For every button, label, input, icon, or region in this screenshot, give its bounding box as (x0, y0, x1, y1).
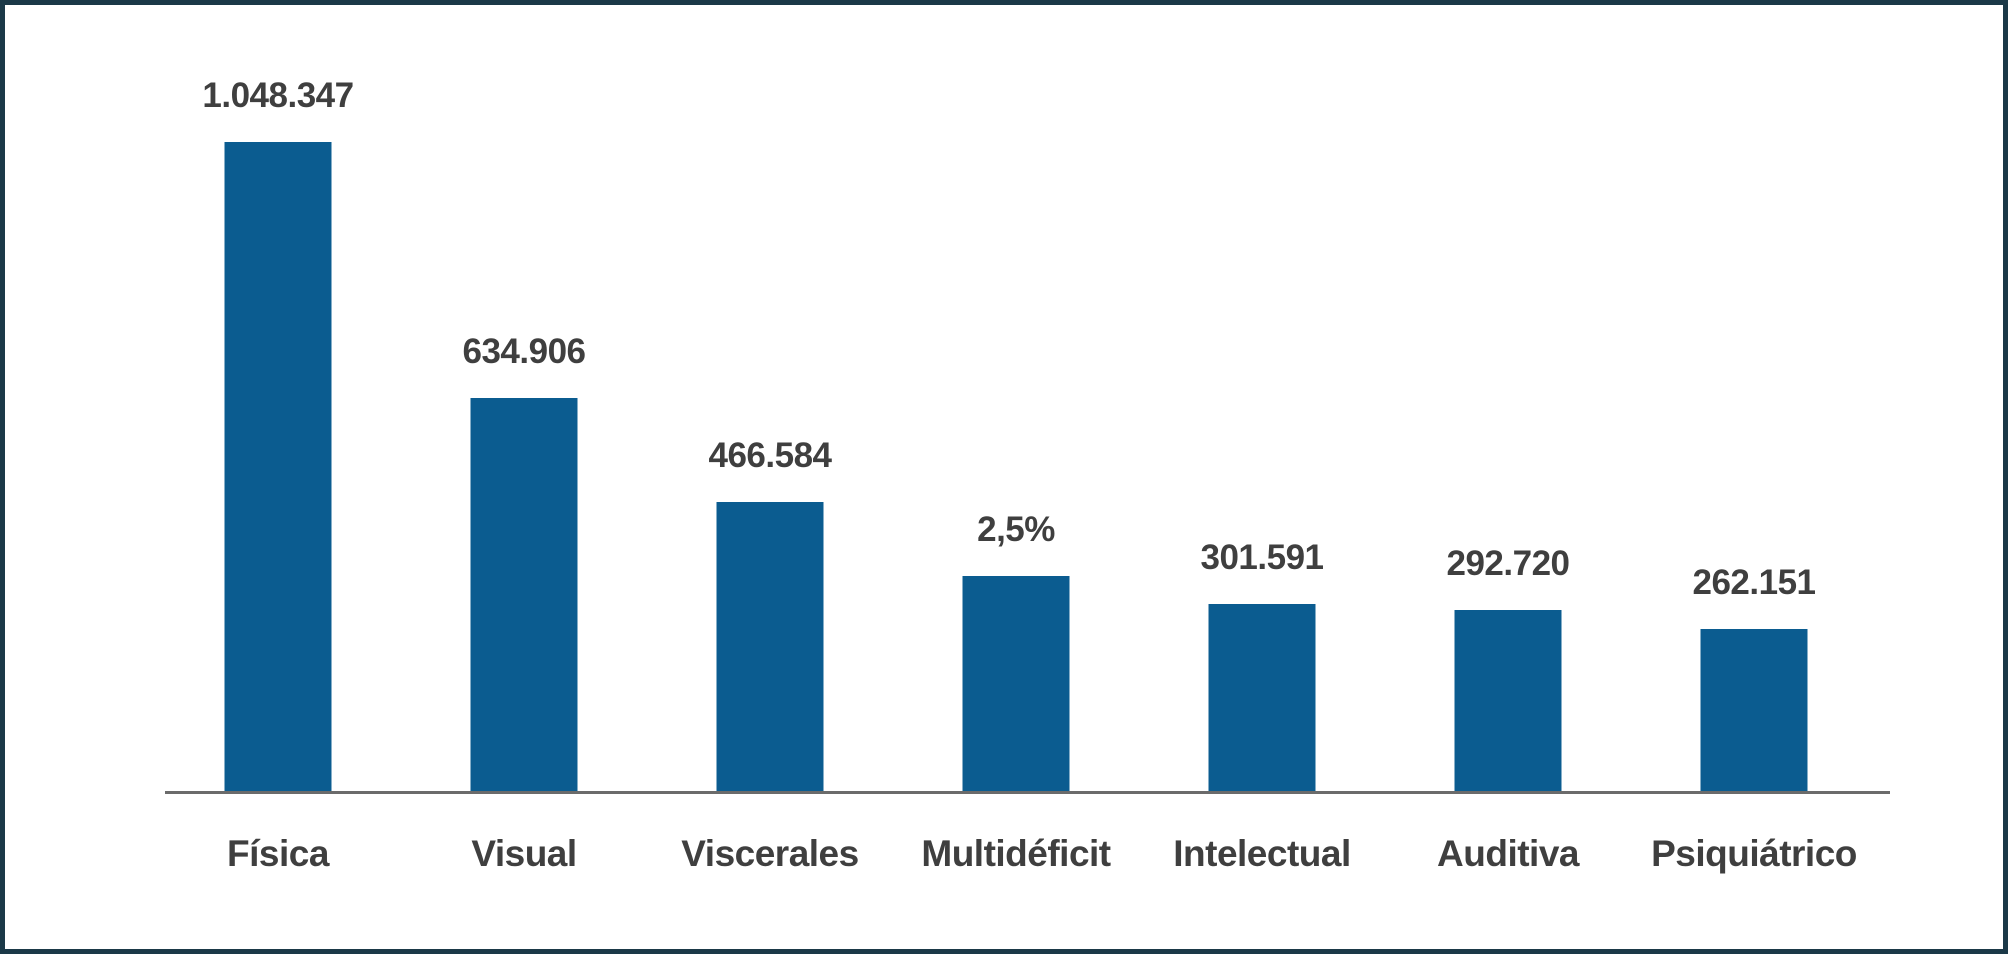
bar-group: 466.584 Viscerales (647, 5, 893, 949)
bar (224, 142, 332, 791)
category-label: Visual (471, 833, 577, 874)
x-axis-line (165, 791, 1890, 794)
bar-value-label: 1.048.347 (202, 76, 354, 115)
category-label: Intelectual (1173, 833, 1351, 874)
bar-group: 1.048.347 Física (155, 5, 401, 949)
bar-value-label: 634.906 (462, 332, 586, 371)
bar (1700, 629, 1808, 791)
category-label: Viscerales (681, 833, 859, 874)
bar-value-label: 292.720 (1446, 544, 1570, 583)
bar-value-label: 262.151 (1692, 563, 1816, 602)
bar-group: 262.151 Psiquiátrico (1631, 5, 1877, 949)
bar-value-label: 2,5% (977, 510, 1055, 549)
category-label: Psiquiátrico (1651, 833, 1857, 874)
bar-chart: 1.048.347 Física 634.906 Visual 466.584 Visce… (5, 5, 2003, 949)
bar-value-label: 466.584 (708, 436, 832, 475)
bar-group: 634.906 Visual (401, 5, 647, 949)
bar-value-label: 301.591 (1200, 538, 1324, 577)
bar-group: 301.591 Intelectual (1139, 5, 1385, 949)
category-label: Auditiva (1437, 833, 1579, 874)
category-label: Física (227, 833, 329, 874)
bar (716, 502, 824, 791)
bar (470, 398, 578, 791)
bar-group: 2,5% Multidéficit (893, 5, 1139, 949)
category-label: Multidéficit (921, 833, 1111, 874)
bar (1454, 610, 1562, 791)
bar (962, 576, 1070, 791)
bar-group: 292.720 Auditiva (1385, 5, 1631, 949)
bar (1208, 604, 1316, 791)
